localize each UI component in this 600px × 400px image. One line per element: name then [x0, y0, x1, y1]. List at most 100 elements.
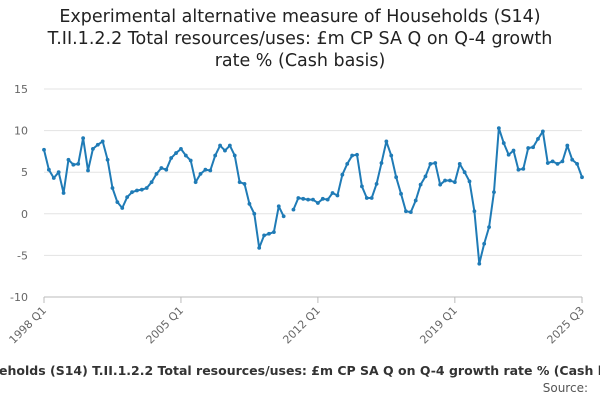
data-point[interactable] [350, 153, 355, 158]
data-point[interactable] [271, 230, 276, 235]
data-point[interactable] [218, 143, 222, 148]
data-point[interactable] [159, 166, 164, 170]
data-point[interactable] [452, 180, 457, 185]
data-point[interactable] [213, 153, 218, 158]
data-point[interactable] [51, 176, 56, 180]
data-point[interactable] [208, 168, 213, 173]
data-point[interactable] [86, 168, 90, 173]
data-point[interactable] [296, 196, 301, 200]
data-point[interactable] [61, 191, 66, 195]
data-point[interactable] [120, 206, 125, 210]
data-point[interactable] [169, 156, 174, 160]
data-point[interactable] [492, 190, 496, 195]
data-point[interactable] [487, 225, 491, 230]
data-point[interactable] [100, 139, 105, 144]
data-point[interactable] [360, 184, 364, 189]
data-point[interactable] [364, 196, 369, 200]
data-point[interactable] [389, 153, 394, 158]
data-point[interactable] [399, 191, 403, 196]
data-point[interactable] [408, 210, 413, 215]
data-point[interactable] [433, 161, 438, 165]
data-point[interactable] [252, 211, 257, 216]
data-point[interactable] [374, 181, 379, 186]
data-point[interactable] [379, 161, 384, 165]
data-point[interactable] [174, 151, 178, 155]
data-point[interactable] [56, 170, 61, 175]
data-point[interactable] [139, 187, 144, 192]
data-point[interactable] [105, 157, 110, 162]
data-point[interactable] [384, 139, 389, 144]
legend[interactable]: Experimental alternative measure of Hous… [0, 363, 600, 381]
data-point[interactable] [404, 209, 408, 214]
data-point[interactable] [340, 172, 345, 177]
data-point[interactable] [438, 182, 443, 187]
data-point[interactable] [550, 159, 555, 164]
data-point[interactable] [242, 181, 247, 186]
data-point[interactable] [76, 161, 81, 166]
data-point[interactable] [526, 146, 531, 150]
data-point[interactable] [130, 190, 134, 195]
data-point[interactable] [560, 159, 565, 164]
data-point[interactable] [345, 161, 350, 166]
data-point[interactable] [472, 209, 477, 214]
data-point[interactable] [183, 153, 188, 158]
data-point[interactable] [311, 197, 315, 202]
data-point[interactable] [306, 197, 311, 202]
data-point[interactable] [531, 145, 535, 150]
data-point[interactable] [482, 241, 487, 246]
data-point[interactable] [262, 233, 266, 238]
data-point[interactable] [66, 157, 71, 162]
data-point[interactable] [565, 143, 570, 148]
data-point[interactable] [164, 167, 169, 172]
data-point[interactable] [276, 204, 281, 209]
data-point[interactable] [394, 175, 399, 180]
data-point[interactable] [355, 152, 359, 157]
data-point[interactable] [496, 126, 501, 131]
data-point[interactable] [291, 207, 296, 212]
data-point[interactable] [477, 261, 482, 266]
data-point[interactable] [575, 161, 580, 166]
data-point[interactable] [462, 170, 467, 175]
data-point[interactable] [281, 214, 286, 219]
data-point[interactable] [149, 180, 154, 185]
data-point[interactable] [42, 147, 46, 152]
data-point[interactable] [536, 137, 540, 141]
data-point[interactable] [418, 182, 423, 187]
data-point[interactable] [188, 158, 193, 163]
data-point[interactable] [154, 171, 159, 176]
data-point[interactable] [46, 167, 51, 172]
legend-item-label[interactable]: Experimental alternative measure of Hous… [0, 363, 600, 378]
data-point[interactable] [501, 141, 506, 145]
data-point[interactable] [506, 152, 511, 157]
data-point[interactable] [570, 157, 575, 162]
data-point[interactable] [521, 166, 526, 171]
data-point[interactable] [247, 201, 252, 206]
data-point[interactable] [95, 142, 100, 147]
data-point[interactable] [203, 167, 208, 172]
data-point[interactable] [257, 246, 262, 250]
data-point[interactable] [330, 191, 335, 195]
data-point[interactable] [110, 186, 115, 190]
data-point[interactable] [457, 161, 462, 166]
data-point[interactable] [179, 147, 183, 151]
data-point[interactable] [428, 161, 433, 166]
data-point[interactable] [81, 136, 86, 140]
data-point[interactable] [91, 147, 95, 151]
data-point[interactable] [443, 178, 447, 183]
data-point[interactable] [369, 196, 374, 200]
data-point[interactable] [232, 153, 237, 158]
data-point[interactable] [198, 171, 203, 176]
data-point[interactable] [511, 148, 516, 153]
data-point[interactable] [193, 180, 198, 185]
data-point[interactable] [237, 180, 242, 185]
data-point[interactable] [301, 196, 306, 201]
data-point[interactable] [540, 129, 545, 134]
data-point[interactable] [267, 231, 271, 236]
series-line[interactable] [43, 137, 285, 249]
data-point[interactable] [115, 200, 120, 205]
data-point[interactable] [135, 188, 139, 193]
data-point[interactable] [71, 162, 76, 167]
data-point[interactable] [448, 178, 452, 183]
data-point[interactable] [325, 197, 330, 202]
data-point[interactable] [223, 148, 227, 153]
